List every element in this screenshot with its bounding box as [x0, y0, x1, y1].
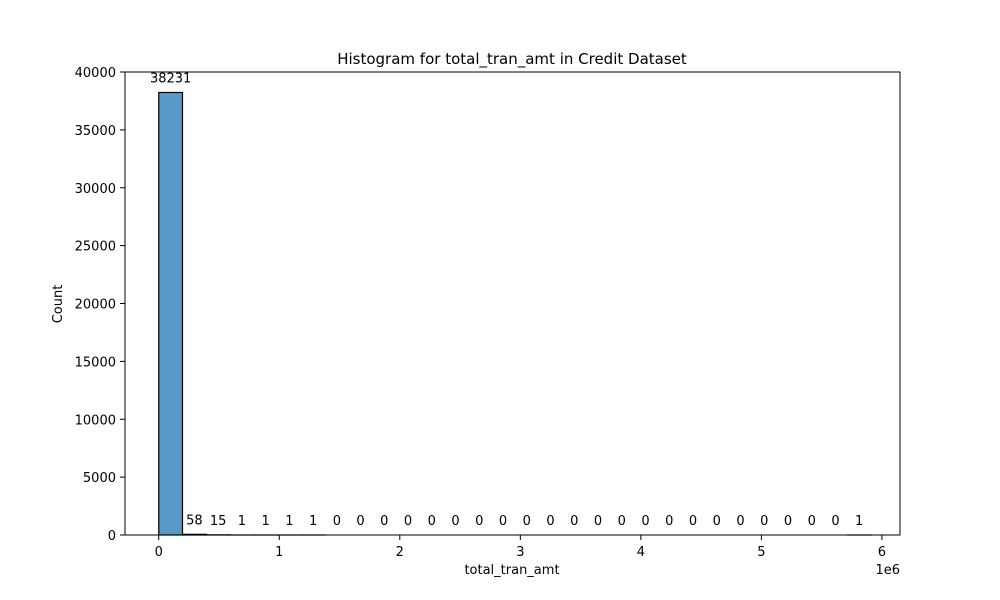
x-axis-offset-label: 1e6 [875, 563, 900, 578]
bar-value-label: 0 [760, 514, 768, 529]
bar-value-label: 0 [570, 514, 578, 529]
x-tick-label: 2 [396, 545, 404, 560]
x-tick-label: 5 [757, 545, 765, 560]
bar-value-label: 0 [784, 514, 792, 529]
bar-value-label: 1 [309, 514, 317, 529]
bar-value-label: 1 [855, 514, 863, 529]
bar-value-label: 0 [333, 514, 341, 529]
chart-title: Histogram for total_tran_amt in Credit D… [337, 50, 687, 69]
bar-value-label: 0 [380, 514, 388, 529]
y-tick-label: 0 [108, 529, 116, 544]
x-axis-label: total_tran_amt [464, 563, 559, 578]
plot-frame [124, 71, 901, 536]
x-tick-label: 3 [516, 545, 524, 560]
y-tick-label: 40000 [75, 66, 116, 81]
bar-value-label: 38231 [150, 71, 191, 86]
x-axis: 0 1 2 3 4 5 6 [155, 535, 886, 560]
bar-value-label: 0 [808, 514, 816, 529]
bar-value-label: 1 [238, 514, 246, 529]
bar-value-label: 0 [356, 514, 364, 529]
y-tick-label: 10000 [75, 413, 116, 428]
bar-value-label: 1 [285, 514, 293, 529]
y-tick-label: 20000 [75, 298, 116, 313]
y-tick-label: 15000 [75, 355, 116, 370]
y-tick-label: 30000 [75, 182, 116, 197]
bar-value-label: 0 [713, 514, 721, 529]
y-axis-label: Count [51, 285, 66, 324]
bar-value-label: 0 [428, 514, 436, 529]
histogram-bar [158, 91, 184, 536]
bar-value-label: 0 [618, 514, 626, 529]
bar-value-label: 0 [831, 514, 839, 529]
bar-value-label: 0 [736, 514, 744, 529]
bar-value-label: 0 [689, 514, 697, 529]
y-tick-label: 35000 [75, 124, 116, 139]
bar-value-label: 0 [665, 514, 673, 529]
x-tick-label: 4 [637, 545, 645, 560]
y-tick-label: 25000 [75, 240, 116, 255]
bar-value-label: 1 [261, 514, 269, 529]
bar-value-label: 0 [523, 514, 531, 529]
bar-value-label: 0 [594, 514, 602, 529]
x-tick-label: 6 [878, 545, 886, 560]
bar-value-label: 0 [451, 514, 459, 529]
x-tick-label: 1 [275, 545, 283, 560]
bar-value-label: 58 [186, 513, 203, 528]
y-tick-label: 5000 [83, 471, 116, 486]
bar-value-label: 0 [546, 514, 554, 529]
bar-value-label: 15 [210, 514, 227, 529]
bar-value-label: 0 [475, 514, 483, 529]
bar-value-label: 0 [404, 514, 412, 529]
bar-value-label: 0 [641, 514, 649, 529]
x-tick-label: 0 [155, 545, 163, 560]
bars-group [158, 91, 872, 536]
y-axis: 0 5000 10000 15000 20000 25000 30000 35000 40000 [75, 66, 125, 544]
bar-value-label: 0 [499, 514, 507, 529]
